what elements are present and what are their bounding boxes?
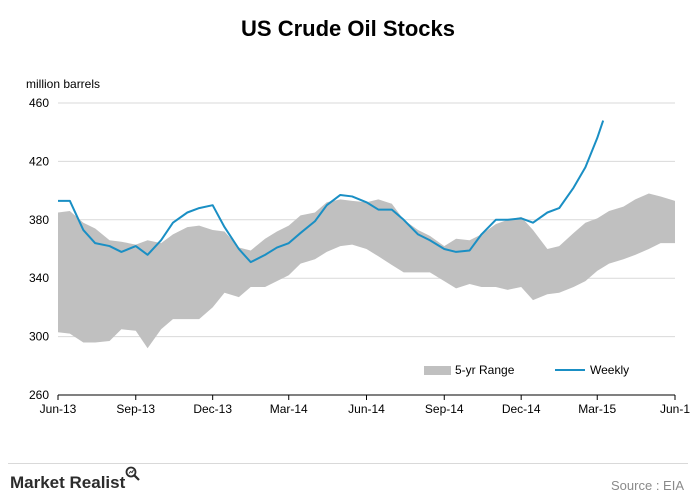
y-tick-label: 300 (29, 330, 49, 344)
y-tick-label: 340 (29, 271, 49, 285)
x-tick-label: Mar-15 (578, 402, 616, 416)
x-tick-label: Dec-14 (502, 402, 541, 416)
x-tick-label: Jun-13 (40, 402, 77, 416)
footer-divider (8, 463, 688, 464)
legend-swatch-range (424, 366, 451, 375)
source-note: Source : EIA (611, 478, 684, 493)
magnifier-logo-icon (125, 466, 140, 481)
range-band-area (58, 193, 675, 349)
y-tick-label: 460 (29, 96, 49, 110)
legend-label-range: 5-yr Range (455, 363, 515, 377)
x-tick-label: Jun-14 (348, 402, 385, 416)
x-tick-label: Sep-14 (425, 402, 464, 416)
x-tick-label: Sep-13 (116, 402, 155, 416)
weekly-series-line (58, 120, 605, 264)
x-tick-label: Mar-14 (270, 402, 308, 416)
x-tick-label: Jun-1 (660, 402, 690, 416)
y-tick-label: 260 (29, 388, 49, 402)
legend-label-weekly: Weekly (590, 363, 629, 377)
brand-logo-text: Market Realist (10, 473, 126, 492)
chart-title: US Crude Oil Stocks (241, 16, 455, 41)
y-axis-label: million barrels (26, 77, 101, 91)
y-tick-label: 420 (29, 154, 49, 168)
x-tick-label: Dec-13 (193, 402, 232, 416)
y-tick-label: 380 (29, 213, 49, 227)
